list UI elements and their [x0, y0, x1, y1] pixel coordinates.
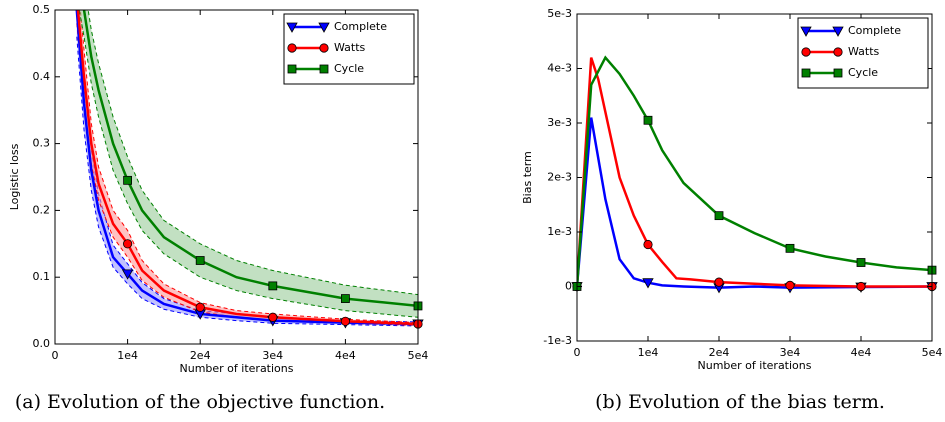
- legend-marker: [287, 64, 297, 74]
- marker: [643, 115, 653, 125]
- line: [577, 57, 932, 288]
- marker: [714, 211, 724, 221]
- marker: [195, 302, 205, 312]
- plot-frame: [54, 9, 419, 345]
- x-tick-label: 4e4: [851, 346, 872, 359]
- y-tick-label: 0.3: [33, 137, 51, 150]
- marker: [856, 281, 866, 292]
- marker: [785, 280, 795, 291]
- legend-label: Watts: [334, 41, 366, 54]
- x-tick-label: 0: [52, 349, 59, 362]
- x-tick-label: 1e4: [638, 346, 659, 359]
- legend-marker: [832, 26, 844, 37]
- y-tick-label: 0.1: [33, 270, 51, 283]
- band-edge: [87, 10, 418, 296]
- x-tick-label: 1e4: [117, 349, 138, 362]
- x-tick-label: 5e4: [408, 349, 429, 362]
- marker: [195, 256, 205, 265]
- legend-label: Complete: [848, 24, 901, 37]
- y-tick-label: 0.4: [33, 70, 51, 83]
- band-edge: [76, 36, 418, 327]
- marker: [643, 239, 653, 250]
- y-axis-label: Bias term: [521, 151, 534, 204]
- y-tick-label: 0.2: [33, 203, 51, 216]
- y-tick-label: 5e-3: [547, 7, 572, 20]
- marker: [642, 278, 654, 289]
- y-tick-label: 3e-3: [547, 116, 572, 129]
- legend-marker: [318, 22, 330, 33]
- marker: [340, 316, 350, 326]
- y-axis-label: Logistic loss: [8, 143, 21, 210]
- y-tick-label: 0.5: [33, 3, 51, 16]
- x-tick-label: 4e4: [335, 349, 356, 362]
- legend-label: Watts: [848, 45, 880, 58]
- y-tick-label: -1e-3: [543, 334, 572, 347]
- marker: [340, 294, 350, 303]
- legend-marker: [287, 43, 297, 53]
- x-axis-label: Number of iterations: [180, 362, 294, 375]
- marker: [856, 258, 866, 267]
- legend-marker: [800, 26, 812, 37]
- legend-marker: [801, 47, 811, 57]
- x-tick-label: 3e4: [262, 349, 283, 362]
- marker: [268, 281, 278, 291]
- marker: [123, 239, 133, 249]
- marker: [268, 312, 278, 322]
- y-tick-label: 2e-3: [547, 171, 572, 184]
- legend-marker: [319, 64, 329, 74]
- legend-marker: [833, 47, 843, 57]
- legend-marker: [833, 68, 843, 78]
- x-tick-label: 2e4: [709, 346, 730, 359]
- marker: [121, 269, 134, 280]
- band: [79, 10, 418, 318]
- marker: [123, 175, 132, 185]
- y-tick-label: 1e-3: [547, 225, 572, 238]
- band-edge: [78, 10, 418, 318]
- legend-label: Cycle: [848, 66, 878, 79]
- y-tick-label: 4e-3: [547, 62, 572, 75]
- legend-marker: [801, 68, 811, 78]
- legend-marker: [286, 22, 298, 33]
- y-tick-label: 0: [565, 280, 572, 293]
- x-tick-label: 3e4: [780, 346, 801, 359]
- marker: [785, 243, 795, 253]
- legend-label: Complete: [334, 20, 387, 33]
- x-axis-label: Number of iterations: [698, 359, 812, 372]
- x-tick-label: 5e4: [922, 346, 943, 359]
- x-tick-label: 2e4: [190, 349, 211, 362]
- marker: [714, 277, 724, 287]
- caption: (b) Evolution of the bias term.: [595, 391, 885, 413]
- y-tick-label: 0.0: [33, 337, 51, 350]
- legend-label: Cycle: [334, 62, 364, 75]
- legend-marker: [319, 43, 329, 53]
- caption: (a) Evolution of the objective function.: [15, 391, 385, 413]
- plot: [577, 55, 932, 289]
- x-tick-label: 0: [574, 346, 581, 359]
- line: [577, 55, 932, 287]
